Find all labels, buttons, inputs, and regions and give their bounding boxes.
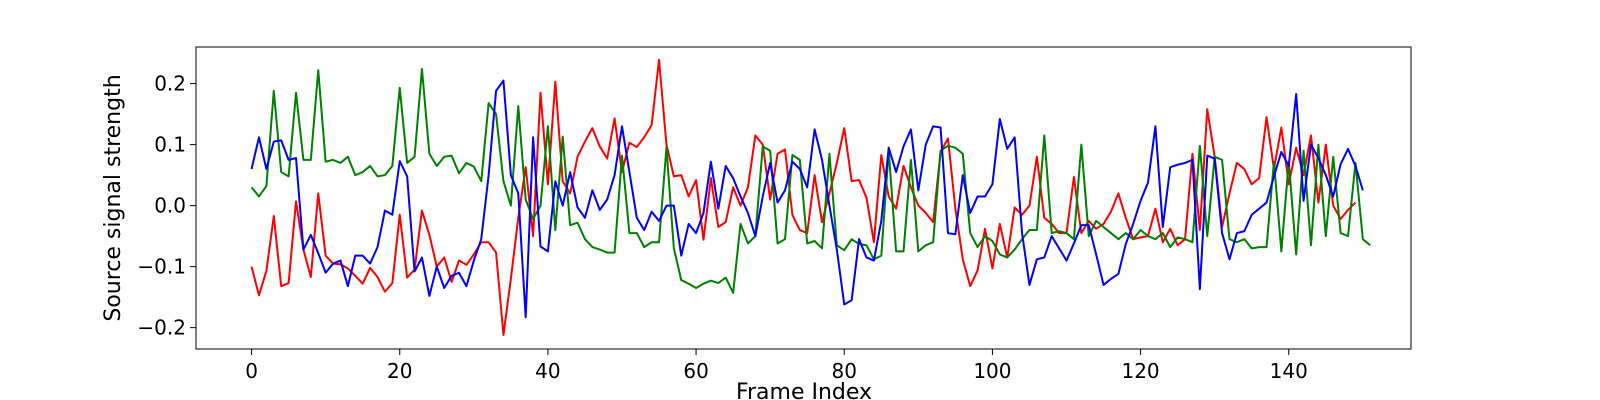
x-tick-label: 80	[832, 359, 857, 383]
y-tick-label: −0.2	[137, 316, 186, 340]
series-line-1	[250, 58, 1357, 336]
x-tick-label: 120	[1121, 359, 1159, 383]
x-tick-label: 100	[973, 359, 1011, 383]
series-line-2	[250, 67, 1371, 294]
y-axis-label: Source signal strength	[101, 74, 126, 321]
x-axis-label: Frame Index	[736, 380, 872, 400]
series-layer	[250, 58, 1371, 336]
y-tick-label: −0.1	[137, 255, 186, 279]
y-tick-label: 0.0	[154, 194, 186, 218]
x-tick-label: 140	[1270, 359, 1308, 383]
x-tick-label: 60	[683, 359, 708, 383]
series-line-3	[250, 79, 1364, 319]
y-tick-label: 0.2	[154, 72, 186, 96]
x-tick-label: 40	[535, 359, 560, 383]
y-tick-label: 0.1	[154, 133, 186, 157]
y-axis-ticks: −0.2 −0.1 0.0 0.1 0.2	[137, 72, 196, 340]
x-tick-label: 20	[387, 359, 412, 383]
x-axis-ticks: 0 20 40 60 80 100 120 140	[245, 349, 1308, 383]
x-tick-label: 0	[245, 359, 258, 383]
